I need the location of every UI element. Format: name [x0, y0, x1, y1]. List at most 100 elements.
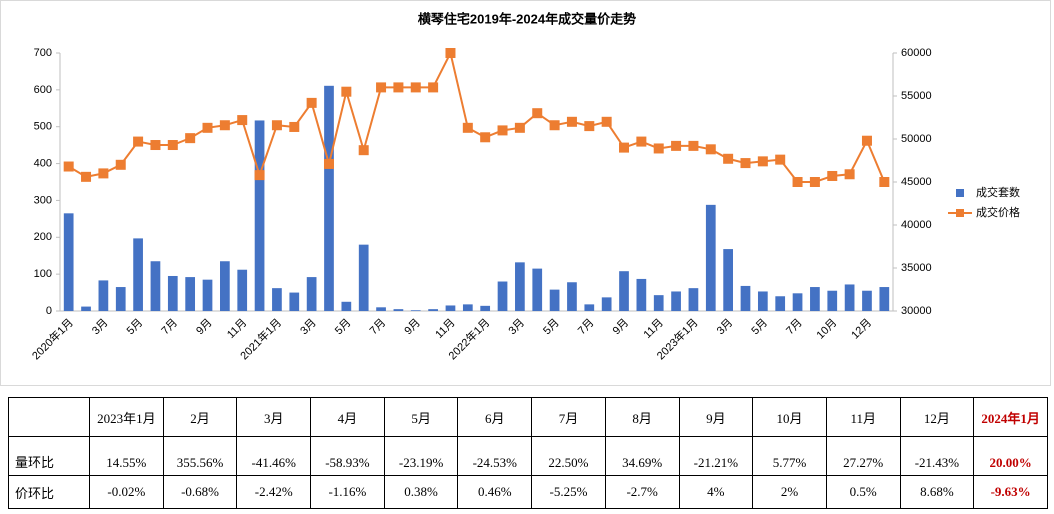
- marker: [584, 121, 595, 132]
- header-cell: 8月: [604, 397, 680, 437]
- y-tick-label: 500: [34, 121, 52, 133]
- marker: [167, 140, 178, 151]
- bar: [671, 291, 681, 311]
- marker: [688, 140, 699, 151]
- marker: [219, 120, 230, 131]
- bar: [272, 288, 282, 311]
- marker: [792, 177, 803, 187]
- table-cell: -58.93%: [310, 435, 385, 477]
- table-cell: 5.77%: [752, 435, 827, 477]
- marker: [844, 169, 855, 180]
- bar: [428, 309, 438, 311]
- corner-cell: [8, 397, 90, 437]
- table-cell: -9.63%: [973, 475, 1048, 509]
- table-cell: -5.25%: [531, 475, 606, 509]
- marker: [254, 170, 265, 181]
- bar: [740, 285, 751, 311]
- bar: [185, 277, 196, 311]
- bar: [393, 309, 404, 311]
- legend-marker: [956, 209, 964, 217]
- marker: [532, 108, 543, 119]
- table-cell: -23.19%: [383, 435, 459, 477]
- legend-label: 成交价格: [976, 205, 1020, 219]
- table-cell: -24.53%: [457, 435, 533, 477]
- bar: [619, 271, 629, 311]
- header-cell: 2024年1月: [973, 397, 1048, 437]
- table-cell: -0.68%: [162, 475, 238, 509]
- table-cell: -21.43%: [899, 435, 975, 477]
- marker: [653, 143, 664, 154]
- legend-label: 成交套数: [976, 185, 1020, 199]
- marker: [115, 159, 126, 170]
- bar: [202, 279, 213, 311]
- data-table: 2023年1月 2月 3月 4月 5月 6月 7月 8月 9月 10月 11月 12月 2024年1月量…: [8, 397, 1048, 509]
- table-cell: 2%: [752, 475, 827, 509]
- header-cell: 2月: [162, 397, 238, 437]
- y-tick-label: 600: [34, 84, 52, 96]
- header-cell: 10月: [752, 397, 827, 437]
- y2-tick-label: 30000: [901, 305, 932, 317]
- marker: [861, 135, 872, 146]
- bar: [167, 275, 178, 311]
- chart: 横琴住宅2019年-2024年成交量价走势 0 100 200 300 400 500 60…: [0, 0, 1051, 386]
- bar: [757, 291, 768, 311]
- marker: [636, 136, 647, 147]
- marker: [619, 142, 630, 153]
- table-row: 2023年1月 2月 3月 4月 5月 6月 7月 8月 9月 10月 11月 12月 2024年1月: [8, 397, 1048, 437]
- bar: [341, 301, 352, 311]
- marker: [775, 154, 786, 165]
- y2-tick-label: 35000: [901, 262, 932, 274]
- bar: [220, 261, 230, 311]
- bar: [879, 287, 890, 311]
- bar: [497, 281, 508, 311]
- header-cell: 12月: [899, 397, 975, 437]
- bar: [810, 287, 820, 311]
- y-tick-label: 300: [34, 194, 52, 206]
- marker: [671, 140, 682, 151]
- marker: [879, 177, 890, 187]
- marker: [410, 82, 421, 93]
- marker: [63, 161, 74, 172]
- table-cell: 20.00%: [973, 435, 1048, 477]
- header-cell: 7月: [531, 397, 606, 437]
- header-cell: 5月: [383, 397, 459, 437]
- bar: [480, 305, 491, 311]
- marker: [306, 97, 317, 108]
- bar: [376, 307, 386, 311]
- bar: [688, 288, 699, 311]
- marker: [740, 158, 751, 169]
- marker: [566, 116, 577, 127]
- marker: [809, 177, 820, 187]
- marker: [497, 125, 508, 136]
- bar: [723, 249, 733, 311]
- table-cell: 4%: [678, 475, 754, 509]
- marker: [428, 82, 439, 93]
- y-tick-label: 200: [34, 231, 52, 243]
- bar: [358, 244, 369, 311]
- marker: [393, 82, 404, 93]
- bar: [567, 282, 577, 311]
- table-row: 量环比 14.55% 355.56% -41.46% -58.93% -23.19% -24…: [8, 435, 1048, 477]
- bar: [792, 293, 803, 311]
- table-cell: -2.7%: [604, 475, 680, 509]
- bar: [462, 304, 473, 311]
- bar: [115, 287, 126, 311]
- marker: [445, 48, 456, 58]
- marker: [827, 170, 838, 181]
- y2-tick-label: 60000: [901, 47, 932, 59]
- y2-tick-label: 45000: [901, 176, 932, 188]
- marker: [376, 82, 387, 93]
- bar: [98, 280, 109, 311]
- bar: [515, 262, 525, 311]
- table-cell: -2.42%: [236, 475, 312, 509]
- bar: [549, 289, 560, 311]
- bar: [237, 269, 248, 311]
- table-cell: 8.68%: [899, 475, 975, 509]
- table-cell: 0.46%: [457, 475, 533, 509]
- table-cell: -21.21%: [678, 435, 754, 477]
- table-cell: 34.69%: [604, 435, 680, 477]
- table-cell: 22.50%: [531, 435, 606, 477]
- bar: [81, 306, 91, 311]
- marker: [150, 140, 161, 151]
